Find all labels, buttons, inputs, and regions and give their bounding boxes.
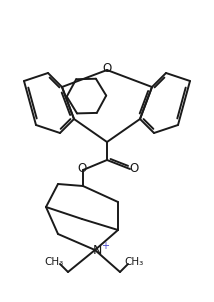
Text: CH₃: CH₃ (124, 257, 144, 267)
Text: O: O (102, 63, 112, 76)
Text: +: + (101, 241, 109, 251)
Text: O: O (77, 162, 87, 175)
Text: CH₃: CH₃ (44, 257, 64, 267)
Text: N: N (92, 243, 102, 256)
Text: O: O (129, 162, 139, 175)
